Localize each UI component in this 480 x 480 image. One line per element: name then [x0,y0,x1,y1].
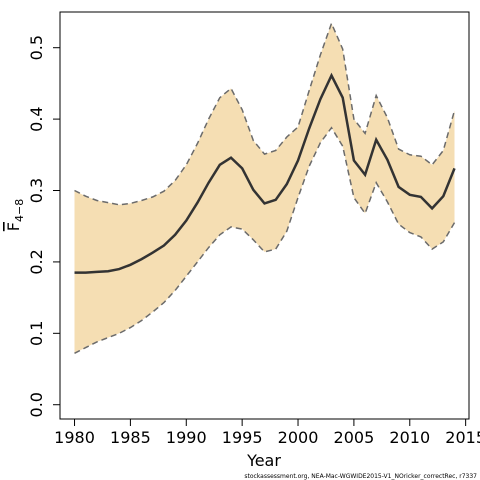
x-tick-label: 1990 [166,428,207,447]
x-tick-label: 2000 [278,428,319,447]
y-axis-title-main: F [4,222,23,231]
x-axis: 1980 1985 1990 1995 2000 2005 2010 2015 [54,418,480,447]
upper-bound-line [74,21,456,206]
x-axis-title: Year [246,451,281,470]
y-axis-title-subscript: 4−8 [13,199,26,222]
y-tick-label: 0.0 [27,392,46,417]
x-tick-label: 1980 [54,428,95,447]
y-axis: 0.0 0.1 0.2 0.3 0.4 0.5 [27,35,61,417]
x-tick-label: 2010 [389,428,430,447]
y-axis-title: F4−8 [4,199,26,231]
estimate-line [74,72,456,274]
x-tick-label: 2005 [334,428,375,447]
plot-area [74,21,456,354]
x-tick-label: 2015 [445,428,480,447]
y-tick-label: 0.4 [27,106,46,131]
credit-text: stockassessment.org, NEA-Mac-WGWIDE2015-… [244,473,477,480]
y-tick-label: 0.2 [27,249,46,274]
x-tick-label: 1995 [222,428,263,447]
lower-bound-line [74,126,456,354]
confidence-band [74,23,455,354]
y-tick-label: 0.5 [27,35,46,60]
x-tick-label: 1985 [110,428,151,447]
y-tick-label: 0.1 [27,321,46,346]
svg-text:F4−8: F4−8 [4,199,26,231]
y-tick-label: 0.3 [27,178,46,203]
